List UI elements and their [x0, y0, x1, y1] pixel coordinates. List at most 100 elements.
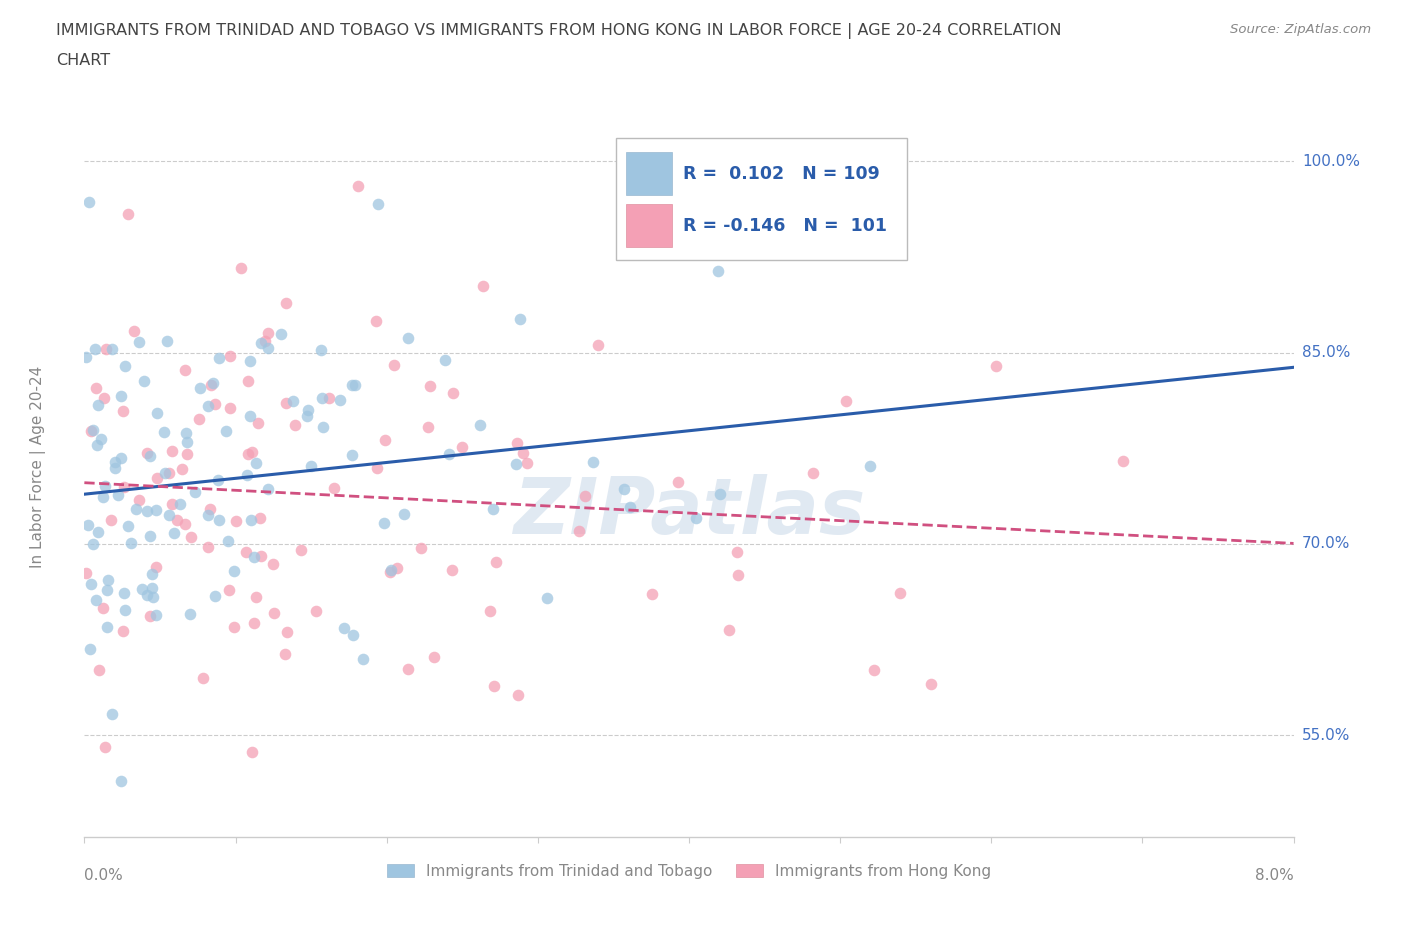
Point [297, 403, 319, 418]
Point [110, 450, 132, 465]
Point [240, 512, 263, 527]
Text: 0.0%: 0.0% [84, 868, 124, 883]
Point [91, 489, 114, 504]
Point [80, 576, 103, 591]
Point [91, 601, 114, 616]
Point [920, 676, 942, 691]
Point [364, 314, 387, 329]
Point [145, 560, 167, 575]
Point [516, 456, 538, 471]
Point [219, 348, 242, 363]
Point [173, 363, 195, 378]
Point [215, 424, 238, 439]
Point [111, 404, 134, 418]
Point [112, 624, 135, 639]
Point [75, 565, 97, 580]
Point [146, 471, 169, 485]
Point [240, 445, 263, 459]
Point [309, 343, 332, 358]
Point [717, 623, 740, 638]
Point [135, 445, 157, 460]
Point [231, 260, 253, 275]
Point [373, 515, 395, 530]
Point [568, 524, 591, 538]
Point [506, 435, 529, 450]
Point [242, 616, 264, 631]
Point [142, 590, 165, 604]
Point [290, 542, 312, 557]
Point [141, 566, 163, 581]
Point [485, 554, 508, 569]
Point [245, 456, 267, 471]
Point [619, 499, 641, 514]
Point [394, 507, 416, 522]
Point [396, 331, 419, 346]
Point [79, 642, 101, 657]
Text: ZIPatlas: ZIPatlas [513, 473, 865, 550]
Point [222, 619, 245, 634]
Point [479, 604, 502, 618]
Text: IMMIGRANTS FROM TRINIDAD AND TOBAGO VS IMMIGRANTS FROM HONG KONG IN LABOR FORCE : IMMIGRANTS FROM TRINIDAD AND TOBAGO VS I… [56, 23, 1062, 39]
Point [416, 419, 439, 434]
Point [238, 373, 260, 388]
Point [138, 609, 160, 624]
Point [222, 564, 245, 578]
Point [180, 529, 202, 544]
Point [304, 604, 326, 618]
Text: CHART: CHART [56, 53, 110, 68]
Point [162, 497, 184, 512]
Text: 55.0%: 55.0% [1302, 727, 1350, 742]
Point [157, 465, 180, 480]
Point [112, 479, 135, 494]
Point [184, 485, 207, 499]
Point [77, 195, 100, 210]
Point [274, 395, 297, 410]
FancyBboxPatch shape [626, 153, 672, 195]
Point [270, 326, 292, 341]
Legend: Immigrants from Trinidad and Tobago, Immigrants from Hong Kong: Immigrants from Trinidad and Tobago, Imm… [381, 857, 997, 884]
Point [179, 607, 201, 622]
Point [107, 487, 129, 502]
Point [188, 381, 211, 396]
Text: R =  0.102   N = 109: R = 0.102 N = 109 [683, 165, 880, 183]
Point [131, 581, 153, 596]
FancyBboxPatch shape [616, 139, 907, 260]
Point [235, 544, 257, 559]
Point [239, 409, 262, 424]
Point [509, 312, 531, 326]
Text: In Labor Force | Age 20-24: In Labor Force | Age 20-24 [31, 366, 46, 568]
Point [586, 338, 609, 352]
Point [200, 378, 222, 392]
Point [122, 324, 145, 339]
Point [640, 586, 662, 601]
Point [93, 739, 115, 754]
Point [986, 358, 1008, 373]
FancyBboxPatch shape [626, 204, 672, 247]
Point [318, 391, 340, 405]
Point [382, 358, 405, 373]
Point [343, 378, 366, 392]
Point [725, 545, 748, 560]
Point [117, 519, 139, 534]
Point [434, 352, 457, 367]
Point [128, 335, 150, 350]
Point [162, 525, 184, 540]
Point [146, 406, 169, 421]
Point [329, 393, 352, 408]
Text: 85.0%: 85.0% [1302, 345, 1350, 360]
Point [352, 652, 374, 667]
Point [470, 418, 492, 432]
Point [236, 446, 259, 461]
Text: Source: ZipAtlas.com: Source: ZipAtlas.com [1230, 23, 1371, 36]
Point [94, 341, 117, 356]
Point [145, 502, 167, 517]
Point [204, 588, 226, 603]
Point [441, 386, 464, 401]
Point [100, 512, 122, 527]
Point [96, 619, 118, 634]
Point [685, 511, 707, 525]
Point [136, 588, 159, 603]
Point [312, 419, 335, 434]
Point [207, 472, 229, 487]
Point [218, 583, 240, 598]
